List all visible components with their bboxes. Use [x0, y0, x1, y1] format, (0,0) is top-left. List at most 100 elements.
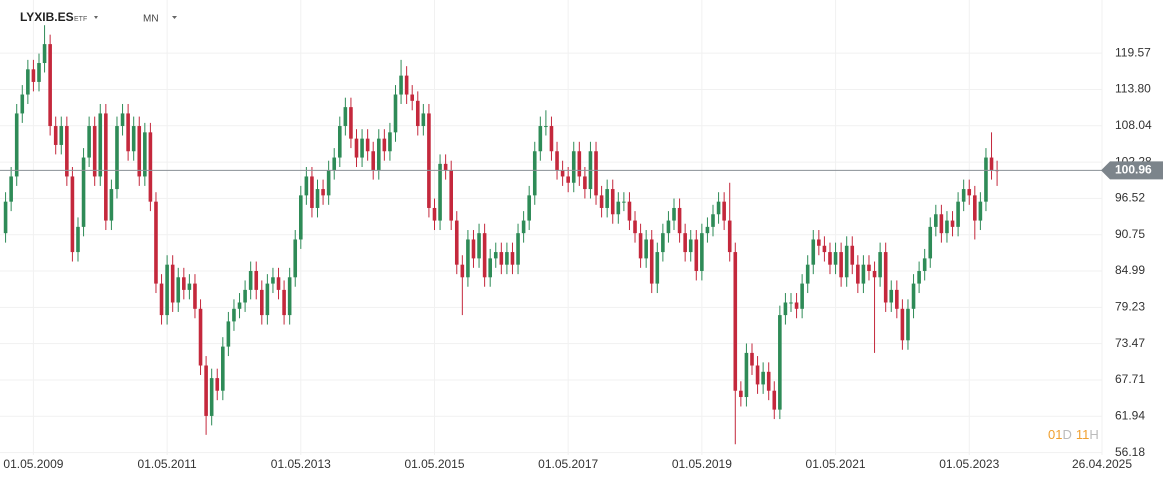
candle-body [321, 189, 325, 196]
candle-body [666, 220, 671, 234]
candle-body [393, 94, 398, 133]
countdown-days: 01 [1048, 427, 1062, 442]
candle-body [744, 352, 749, 398]
candle-body [460, 264, 465, 278]
candle-body [555, 151, 559, 171]
candle-body [633, 220, 637, 234]
candle-body [789, 302, 793, 304]
candle-body [750, 352, 754, 366]
candle-body [120, 113, 125, 127]
candle-body [87, 126, 91, 158]
candle-body [182, 277, 186, 290]
symbol[interactable]: LYXIB.ES [20, 10, 74, 24]
candle-body [415, 100, 420, 127]
x-tick-label: 01.05.2009 [3, 457, 63, 471]
y-tick-label: 90.75 [1115, 227, 1145, 241]
candle-body [109, 189, 114, 221]
candle-body [867, 264, 871, 271]
candle-body [627, 201, 632, 221]
countdown-hours: 11 [1076, 427, 1090, 442]
candle-body [221, 346, 225, 391]
candle-body [644, 239, 648, 259]
candle-body [399, 75, 403, 95]
grid-layer [0, 0, 1103, 455]
candle-body [37, 63, 41, 82]
candle-body [961, 189, 966, 202]
candle-body [276, 277, 281, 290]
candle-body [766, 371, 771, 391]
candle-body [521, 220, 526, 234]
candle-body [482, 233, 487, 278]
candle-body [560, 170, 565, 177]
candle-body [421, 113, 426, 127]
candle-body [817, 239, 821, 246]
candle-body [232, 308, 236, 322]
y-tick-label: 84.99 [1115, 263, 1145, 277]
candle-body [31, 69, 36, 82]
candle-body [538, 126, 543, 152]
candle-body [215, 378, 220, 391]
candle-body [544, 126, 548, 128]
candle-body [404, 75, 409, 95]
candle-body [382, 138, 387, 152]
candle-body [271, 277, 275, 284]
candle-body [454, 220, 459, 265]
interval[interactable]: MN [143, 14, 159, 25]
symbol-dropdown[interactable] [94, 16, 98, 19]
candle-body [828, 252, 832, 265]
candle-body [655, 252, 660, 284]
candle-body [716, 201, 721, 215]
x-tick-label: 01.05.2015 [404, 457, 464, 471]
candle-body [566, 176, 570, 183]
candle-body [438, 163, 442, 221]
y-tick-label: 113.80 [1115, 82, 1151, 96]
candle-body [872, 270, 877, 278]
candle-body [310, 176, 314, 208]
candle-body [900, 308, 905, 341]
candle-body [850, 245, 855, 265]
y-tick-label: 108.04 [1115, 118, 1152, 132]
candle-body [20, 94, 25, 114]
candle-body [761, 371, 765, 385]
candle-body [176, 277, 181, 303]
candle-body [187, 283, 192, 290]
candle-body [104, 113, 108, 221]
candle-body [42, 44, 47, 64]
candle-body [337, 126, 342, 158]
candle-body [839, 252, 843, 278]
candle-body [14, 113, 19, 177]
candle-body [48, 44, 52, 127]
candle-body [889, 289, 894, 303]
candle-body [315, 189, 320, 208]
candle-body [360, 138, 364, 158]
candle-body [727, 220, 732, 253]
candle-body [209, 378, 214, 416]
candle-body [527, 195, 531, 221]
candle-body [115, 126, 119, 190]
candle-body [928, 226, 933, 259]
y-tick-label: 56.18 [1115, 445, 1145, 459]
candle-body [365, 138, 370, 152]
candle-body [844, 245, 849, 278]
asset-kind: ETF [74, 16, 87, 23]
candle-body [493, 252, 498, 259]
x-tick-label: 01.05.2019 [672, 457, 732, 471]
candle-body [376, 138, 381, 171]
candle-body [934, 214, 938, 227]
candle-body [577, 151, 582, 177]
candle-body [287, 277, 292, 316]
candle-body [59, 126, 64, 145]
x-tick-label: 01.05.2017 [538, 457, 598, 471]
interval-dropdown[interactable] [172, 16, 177, 19]
candle-body [571, 151, 576, 183]
candle-body [282, 289, 286, 316]
x-tick-label: 01.05.2021 [806, 457, 866, 471]
candle-body [198, 308, 203, 366]
x-tick-label: 26.04.2025 [1072, 457, 1132, 471]
candle-body [131, 126, 136, 152]
candle-body [794, 302, 799, 309]
candle-body [778, 315, 782, 410]
candle-body [193, 283, 197, 309]
candle-body [532, 151, 537, 196]
